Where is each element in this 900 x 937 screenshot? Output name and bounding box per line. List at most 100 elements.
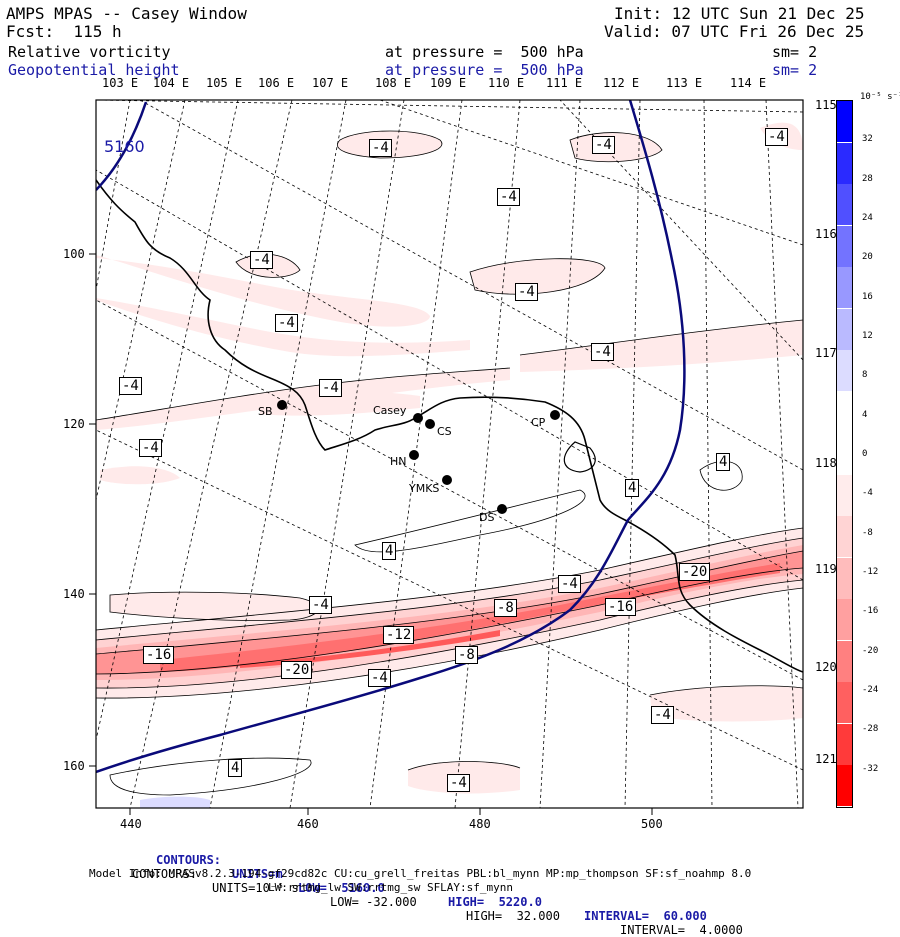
footer-c1-units: UNITS=m: [232, 867, 283, 881]
model-title: AMPS MPAS -- Casey Window: [6, 4, 247, 23]
station-label-ds: DS: [479, 511, 495, 524]
contour-label: 4: [228, 759, 243, 777]
lon-label: 110 E: [488, 76, 525, 90]
station-label-casey: Casey: [373, 404, 407, 417]
colorbar-bin: [837, 682, 852, 725]
colorbar-tick-label: 32: [862, 134, 873, 145]
footer-c2-high: HIGH= 32.000: [466, 909, 560, 923]
x-tick-label: 480: [469, 817, 491, 831]
x-tick-label: 460: [297, 817, 319, 831]
footer-c1-low: LOW= 5160.0: [298, 881, 385, 895]
contour-label: -4: [139, 439, 162, 457]
colorbar-tick-label: 8: [862, 370, 868, 381]
contour-label: 4: [382, 542, 397, 560]
colorbar-bin: [837, 516, 852, 559]
lon-label: 107 E: [312, 76, 349, 90]
contour-label: -4: [592, 136, 615, 154]
forecast-hour: Fcst: 115 h: [6, 22, 122, 41]
colorbar-bin: [837, 433, 852, 476]
contour-label: -16: [605, 598, 637, 616]
station-label-hn: HN: [390, 455, 407, 468]
lon-label: 112 E: [603, 76, 640, 90]
height-contour-5160: [96, 101, 148, 191]
lon-label: 106 E: [258, 76, 295, 90]
lon-label: 104 E: [153, 76, 190, 90]
contour-label: -16: [143, 646, 175, 664]
contour-label: -8: [455, 646, 478, 664]
contour-label: -20: [281, 661, 313, 679]
height-contour-5220: [96, 100, 686, 774]
station-marker-sb: [277, 400, 287, 410]
contour-label: -20: [679, 563, 711, 581]
colorbar-tick-label: 16: [862, 291, 873, 302]
colorbar-tick-label: -20: [862, 645, 879, 656]
station-label-cs: CS: [437, 425, 452, 438]
colorbar-tick-label: 12: [862, 331, 873, 341]
colorbar-bin: [837, 557, 852, 600]
colorbar-tick-label: 28: [862, 173, 873, 184]
contour-label: -4: [447, 774, 470, 792]
colorbar-bin: [837, 267, 852, 310]
y-tick-label: 160: [63, 759, 85, 773]
contour-label: -4: [319, 379, 342, 397]
lon-label: 108 E: [375, 76, 412, 90]
footer-c2-units: UNITS=10⁻⁵ s⁻¹: [212, 881, 314, 895]
y-tick-label: 120: [63, 417, 85, 431]
colorbar-tick-label: -16: [862, 606, 879, 617]
colorbar-tick-label: -32: [862, 763, 879, 774]
axis-ticks: [89, 253, 653, 815]
colorbar-tick-label: 0: [862, 449, 868, 459]
colorbar: [836, 100, 853, 808]
contour-label: -4: [368, 669, 391, 687]
contour-label: -4: [765, 128, 788, 146]
station-label-cp: CP: [531, 416, 546, 429]
y-tick-label: 140: [63, 587, 85, 601]
colorbar-bin: [837, 723, 852, 766]
contour-label: 4: [625, 479, 640, 497]
vorticity-contours: [96, 130, 803, 796]
contour-label: -4: [275, 314, 298, 332]
contour-label: -4: [119, 377, 142, 395]
x-tick-label: 500: [641, 817, 663, 831]
x-tick-label: 440: [120, 817, 142, 831]
station-marker-cp: [550, 410, 560, 420]
colorbar-bin: [837, 765, 852, 808]
colorbar-unit: 10⁻⁵ s⁻¹: [860, 92, 900, 102]
colorbar-tick-label: -8: [862, 527, 873, 538]
field2-smoothing: sm= 2: [772, 61, 818, 79]
footer-c2-low: LOW= -32.000: [330, 895, 417, 909]
contour-label: -12: [383, 626, 415, 644]
contour-label: -4: [250, 251, 273, 269]
field1-name: Relative vorticity: [8, 43, 171, 61]
contour-label: -4: [309, 596, 332, 614]
station-marker-ds: [497, 504, 507, 514]
colorbar-bin: [837, 184, 852, 227]
footer-c1-label: CONTOURS:: [156, 853, 222, 867]
footer-contours-vorticity: CONTOURS: UNITS=10⁻⁵ s⁻¹ LOW= -32.000 HI…: [0, 853, 900, 937]
station-marker-ymks: [442, 475, 452, 485]
colorbar-bin: [837, 474, 852, 517]
colorbar-bin: [837, 599, 852, 642]
colorbar-bin: [837, 142, 852, 185]
station-marker-casey: [413, 413, 423, 423]
colorbar-bin: [837, 225, 852, 268]
colorbar-tick-label: -12: [862, 567, 879, 577]
y-tick-label: 100: [63, 247, 85, 261]
colorbar-tick-label: -28: [862, 724, 879, 735]
lon-label: 109 E: [430, 76, 467, 90]
field1-smoothing: sm= 2: [772, 43, 818, 61]
footer-model-info: Model Info: MPASv8.2.3-194-gf29cd82c CU:…: [89, 867, 752, 880]
colorbar-bin: [837, 101, 852, 144]
contour-label: -4: [497, 188, 520, 206]
field2-name: Geopotential height: [8, 61, 180, 79]
lon-label: 111 E: [546, 76, 583, 90]
lon-label: 114 E: [730, 76, 767, 90]
lon-label: 105 E: [206, 76, 243, 90]
contour-label: -4: [591, 343, 614, 361]
map-plot: [89, 99, 804, 815]
map-frame: [95, 99, 804, 809]
lon-label: 113 E: [666, 76, 703, 90]
contour-label: -4: [369, 139, 392, 157]
colorbar-tick-label: 20: [862, 252, 873, 263]
valid-time: Valid: 07 UTC Fri 26 Dec 25: [604, 22, 865, 41]
